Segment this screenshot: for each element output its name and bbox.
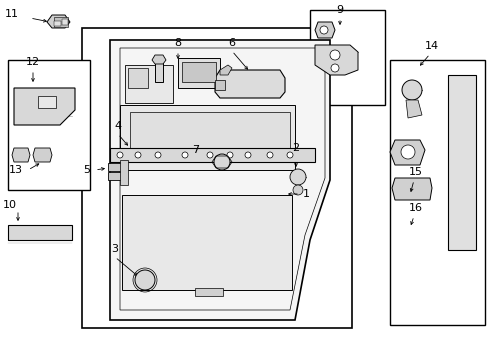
Bar [195, 288, 223, 296]
Circle shape [400, 145, 414, 159]
Bar [128, 68, 148, 88]
Polygon shape [8, 225, 72, 240]
Bar [120, 160, 128, 185]
Circle shape [214, 154, 229, 170]
Circle shape [292, 185, 303, 195]
Text: 15: 15 [408, 167, 422, 177]
Text: 2: 2 [292, 143, 299, 153]
Bar [108, 163, 126, 171]
Bar [122, 195, 291, 290]
Polygon shape [314, 45, 357, 75]
Text: 3: 3 [111, 244, 118, 254]
Text: 16: 16 [408, 203, 422, 213]
Bar [54, 21, 61, 26]
Circle shape [226, 152, 232, 158]
Circle shape [401, 80, 421, 100]
Bar [62, 19, 68, 25]
Text: 1: 1 [302, 189, 309, 199]
Text: 5: 5 [83, 165, 90, 175]
Bar [108, 172, 126, 180]
Polygon shape [314, 22, 334, 38]
Polygon shape [391, 178, 431, 200]
Bar [82, 28, 351, 328]
Text: 8: 8 [174, 38, 181, 48]
Polygon shape [220, 65, 231, 75]
Bar [8, 60, 90, 190]
Bar [178, 58, 220, 88]
Polygon shape [12, 148, 30, 162]
Polygon shape [389, 140, 424, 165]
Circle shape [289, 169, 305, 185]
Text: 10: 10 [3, 200, 17, 210]
Bar [309, 10, 384, 105]
Text: 9: 9 [336, 5, 343, 15]
Bar [38, 96, 56, 108]
Polygon shape [14, 88, 75, 125]
Polygon shape [215, 70, 285, 98]
Bar [389, 60, 484, 325]
Circle shape [266, 152, 272, 158]
Circle shape [155, 152, 161, 158]
Text: 14: 14 [424, 41, 438, 51]
Circle shape [135, 152, 141, 158]
Circle shape [330, 64, 338, 72]
Text: 12: 12 [26, 57, 40, 67]
Circle shape [182, 152, 187, 158]
Circle shape [286, 152, 292, 158]
Polygon shape [152, 55, 165, 64]
Bar [155, 60, 163, 82]
Text: 6: 6 [228, 38, 235, 48]
Circle shape [117, 152, 123, 158]
Text: 13: 13 [9, 165, 23, 175]
Polygon shape [110, 40, 329, 320]
Circle shape [329, 50, 339, 60]
Bar [447, 75, 475, 250]
Polygon shape [33, 148, 52, 162]
Bar [110, 148, 314, 162]
Circle shape [244, 152, 250, 158]
Text: 4: 4 [114, 121, 122, 131]
Circle shape [319, 26, 327, 34]
Circle shape [135, 270, 155, 290]
Text: 7: 7 [192, 145, 199, 155]
Bar [120, 105, 294, 170]
Polygon shape [47, 15, 70, 28]
Polygon shape [405, 100, 421, 118]
Bar [130, 112, 289, 162]
Circle shape [206, 152, 213, 158]
Bar [54, 17, 68, 27]
Polygon shape [215, 80, 224, 90]
Bar [125, 65, 173, 103]
Bar [182, 62, 216, 82]
Text: 11: 11 [5, 9, 19, 19]
